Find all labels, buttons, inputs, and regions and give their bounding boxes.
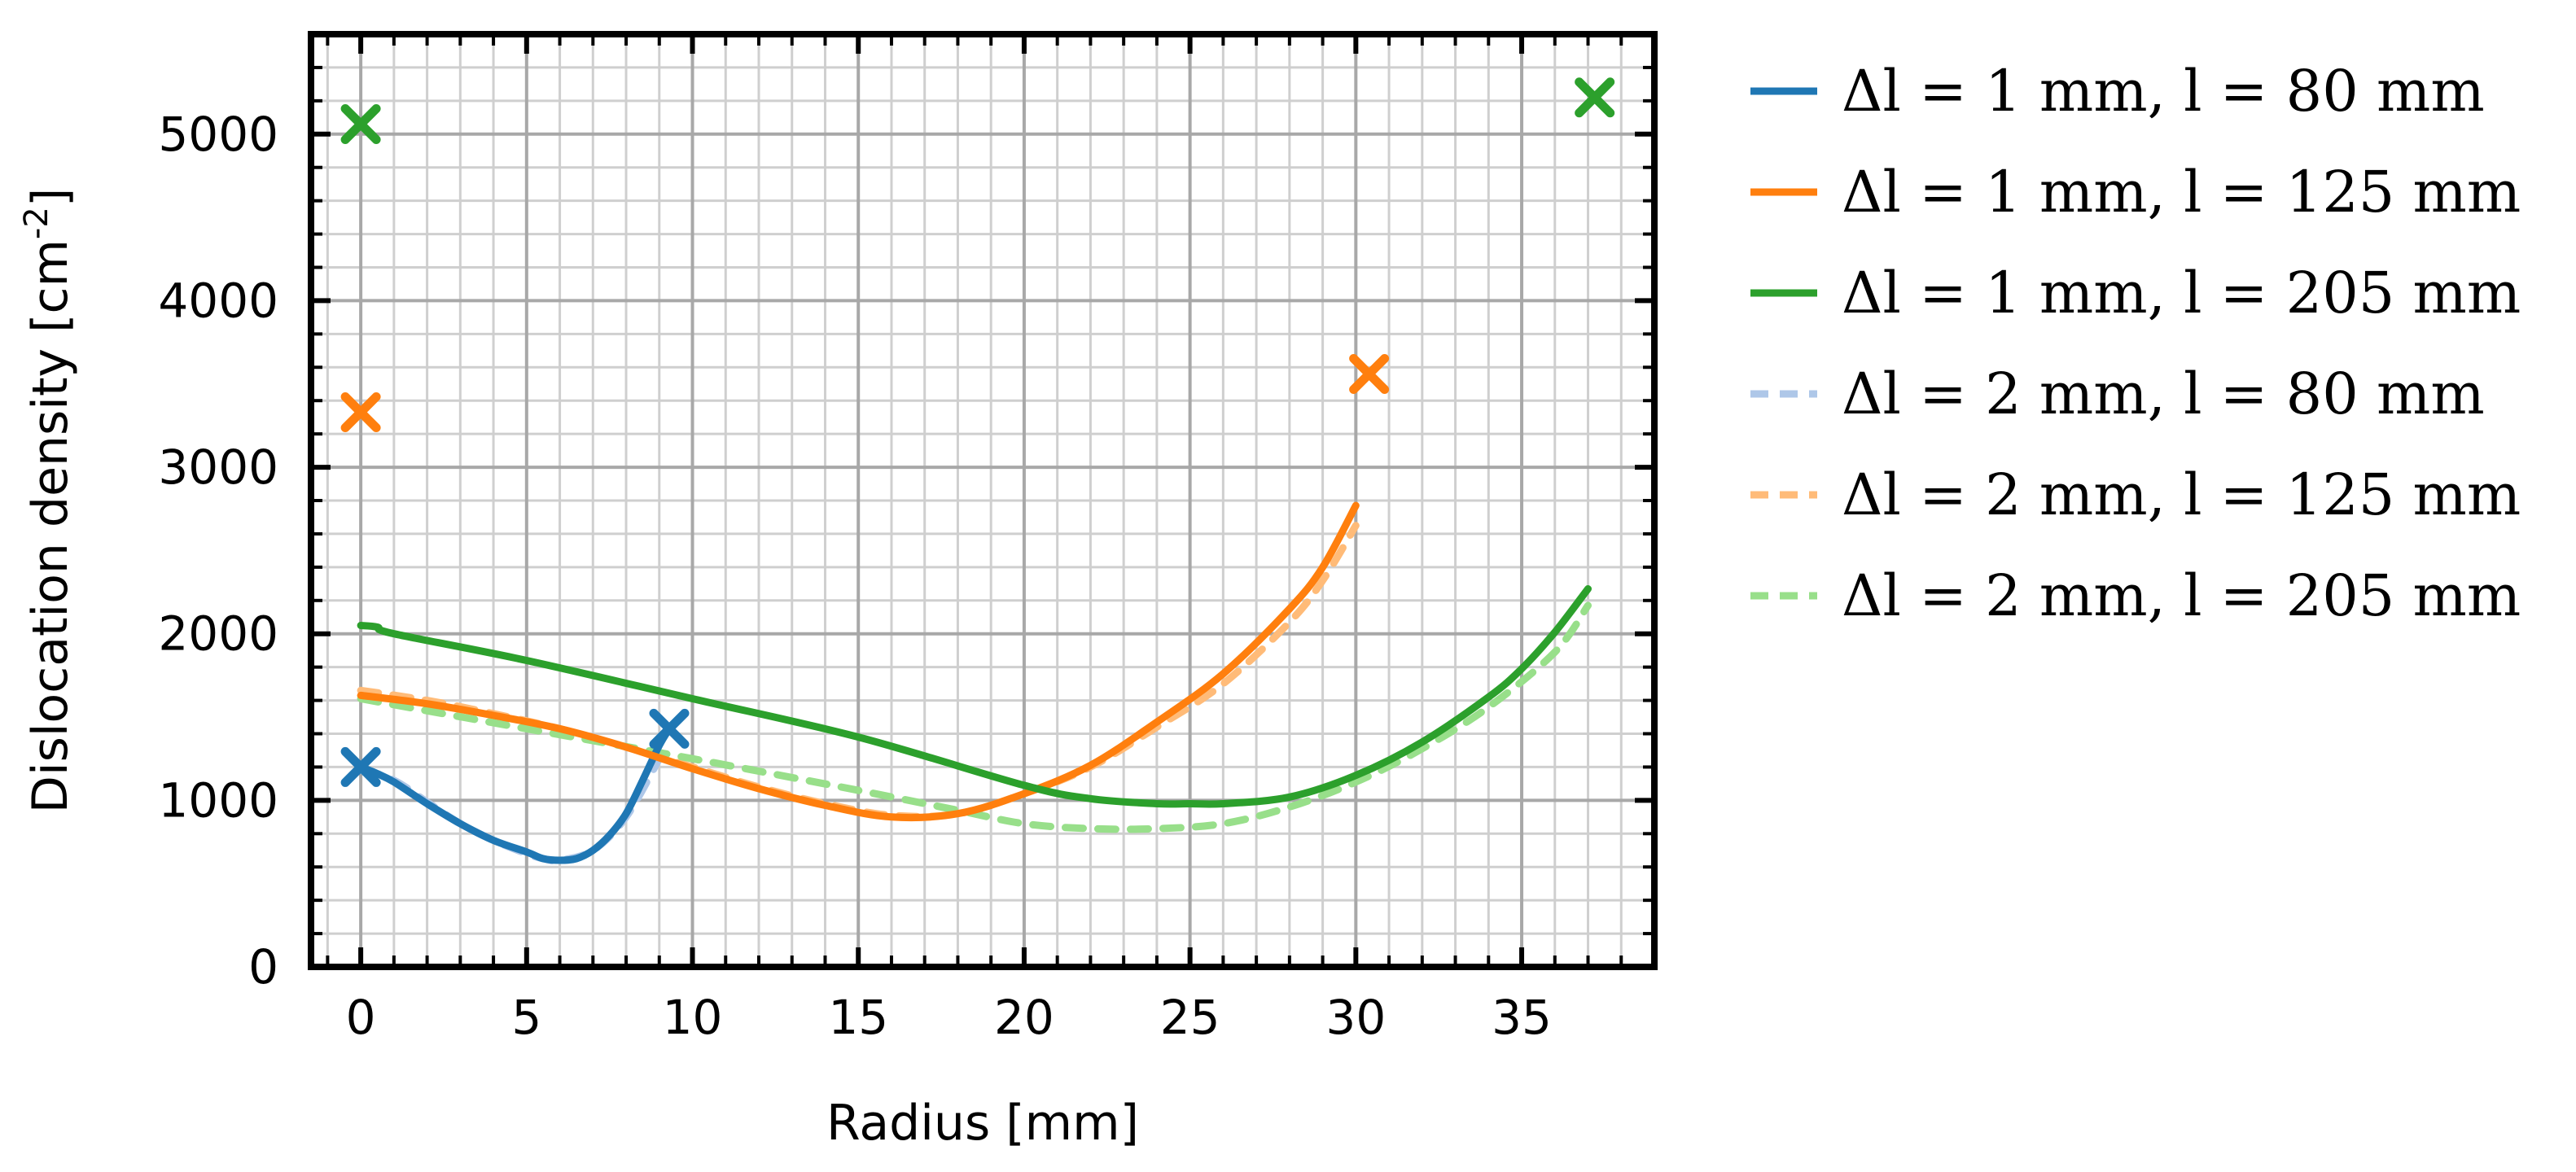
legend-label-6: Δl = 2 mm, l = 205 mm xyxy=(1842,562,2521,629)
legend-label-3: Δl = 1 mm, l = 205 mm xyxy=(1842,260,2521,326)
x-tick-label: 25 xyxy=(1160,990,1220,1045)
y-tick-label: 3000 xyxy=(158,440,278,495)
x-marker-stroke xyxy=(1575,77,1615,118)
x-marker-stroke xyxy=(340,746,381,787)
x-marker-stroke xyxy=(1349,353,1390,394)
x-tick-label: 5 xyxy=(511,990,541,1045)
x-marker-stroke xyxy=(340,104,381,145)
x-marker xyxy=(340,104,381,145)
y-tick-label: 4000 xyxy=(158,273,278,328)
x-marker xyxy=(649,708,690,749)
x-tick-label: 15 xyxy=(828,990,888,1045)
series-line-1 xyxy=(357,724,673,864)
y-tick-label: 2000 xyxy=(158,606,278,662)
x-tick-label: 35 xyxy=(1492,990,1552,1045)
legend-label-5: Δl = 2 mm, l = 125 mm xyxy=(1842,461,2521,528)
series-layer xyxy=(357,501,1592,865)
y-tick-label: 5000 xyxy=(158,107,278,162)
series-line-6 xyxy=(357,601,1592,833)
y-axis-label: Dislocation density [cm-2] xyxy=(18,188,79,814)
legend-label-2: Δl = 1 mm, l = 125 mm xyxy=(1842,159,2521,225)
y-tick-labels: 0 1000 2000 3000 4000 5000 xyxy=(158,107,278,995)
y-tick-label: 1000 xyxy=(158,772,278,828)
x-tick-labels: 0 5 10 15 20 25 30 35 xyxy=(346,990,1552,1045)
x-marker-stroke xyxy=(340,392,381,433)
x-marker xyxy=(1575,77,1615,118)
x-marker xyxy=(1349,353,1390,394)
y-axis-label-main: Dislocation density [cm xyxy=(22,239,79,813)
y-tick-label: 0 xyxy=(248,939,278,995)
y-axis-label-end: ] xyxy=(22,188,79,207)
legend-label-4: Δl = 2 mm, l = 80 mm xyxy=(1842,361,2485,427)
minor-grid xyxy=(311,34,1654,967)
legend-label-1: Δl = 1 mm, l = 80 mm xyxy=(1842,58,2485,125)
series-line-2 xyxy=(357,501,1360,822)
marker-layer xyxy=(340,77,1615,787)
x-marker xyxy=(340,392,381,433)
x-tick-label: 0 xyxy=(346,990,376,1045)
x-marker xyxy=(340,746,381,787)
x-tick-label: 20 xyxy=(994,990,1054,1045)
series-line-3 xyxy=(357,585,1592,808)
x-axis-label: Radius [mm] xyxy=(826,1095,1139,1152)
x-tick-label: 10 xyxy=(663,990,723,1045)
x-marker-stroke xyxy=(649,708,690,749)
legend: Δl = 1 mm, l = 80 mm Δl = 1 mm, l = 125 m… xyxy=(1750,58,2521,629)
axis-ticks xyxy=(311,34,1654,969)
major-grid xyxy=(311,34,1654,969)
x-tick-label: 30 xyxy=(1325,990,1386,1045)
y-axis-label-exponent: -2 xyxy=(18,207,55,239)
